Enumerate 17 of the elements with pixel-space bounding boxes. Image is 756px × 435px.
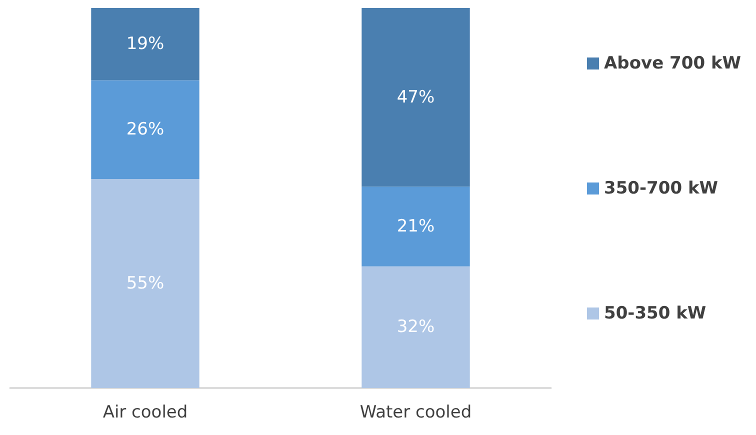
data-label: 47% — [396, 87, 435, 108]
bar — [362, 186, 470, 266]
bar — [91, 179, 200, 388]
bar — [91, 8, 200, 80]
data-label: 21% — [396, 216, 435, 236]
x-tick-label: Water cooled — [360, 402, 472, 422]
data-label: 32% — [396, 317, 435, 338]
legend-label: Above 700 kW — [604, 54, 742, 74]
data-label: 55% — [126, 274, 164, 294]
bar — [362, 266, 470, 388]
bar — [362, 8, 470, 187]
bar — [91, 80, 200, 179]
data-label: 26% — [126, 120, 164, 140]
data-label: 19% — [126, 34, 164, 54]
x-tick-label: Air cooled — [102, 402, 188, 422]
legend-label: 50-350 kW — [604, 304, 706, 324]
legend-label: 350-700 kW — [604, 178, 718, 198]
